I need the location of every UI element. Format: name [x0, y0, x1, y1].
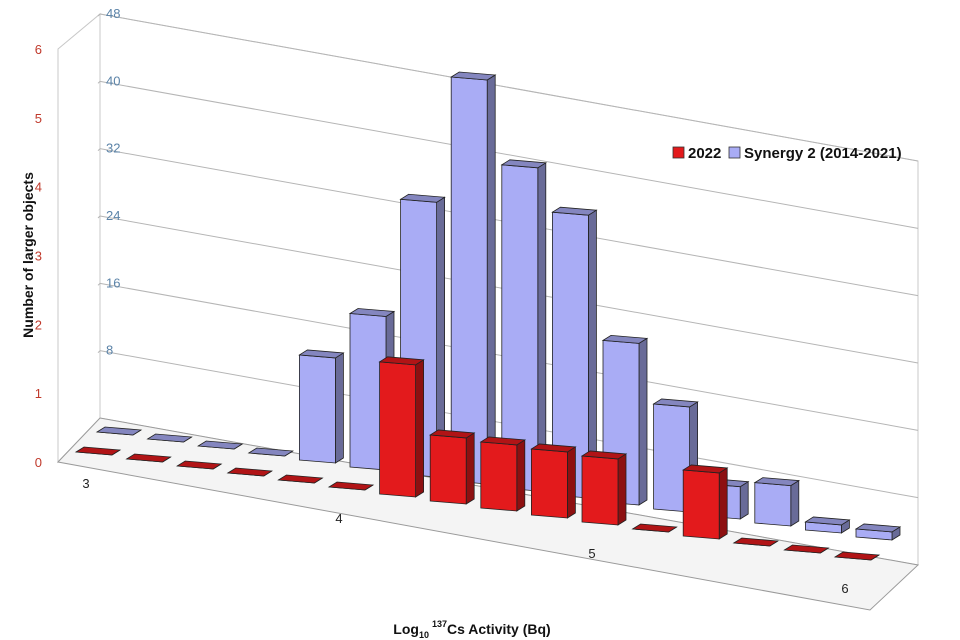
- bar-synergy: [298, 349, 345, 464]
- bar-synergy: [551, 206, 598, 499]
- back-axis-tick-label: 16: [106, 275, 120, 290]
- bar-synergy: [500, 159, 548, 492]
- back-axis-tick-label: 24: [106, 208, 120, 223]
- x-axis-tick-label: 3: [82, 476, 89, 491]
- left-axis-tick-label: 6: [35, 42, 42, 57]
- left-axis-tick-label: 0: [35, 455, 42, 470]
- bar-2022: [175, 460, 223, 470]
- side-gridline: [97, 282, 101, 286]
- bar-2022: [530, 443, 577, 519]
- bar-2022: [277, 474, 324, 484]
- legend-swatch-2022: [672, 146, 685, 159]
- bar-2022: [378, 356, 425, 498]
- bar-2022: [226, 467, 274, 477]
- bar-2022: [783, 544, 830, 554]
- legend-label-2022: 2022: [688, 145, 721, 162]
- bar-synergy: [247, 447, 295, 457]
- bar-2022: [631, 523, 678, 533]
- bar-synergy: [95, 426, 143, 436]
- chart-tick-labels: 8 16 24 32 40 48 0 1 2 3 4 5 6 3 4 5 6: [35, 6, 849, 596]
- side-gridline: [97, 80, 101, 84]
- bar-synergy: [804, 516, 851, 534]
- x-axis-title-main: Log: [393, 621, 419, 637]
- gridline: [99, 80, 919, 229]
- bar-2022: [681, 464, 729, 540]
- left-axis-tick-label: 1: [35, 386, 42, 401]
- legend-label-synergy: Synergy 2 (2014-2021): [744, 145, 902, 162]
- x-axis-title-rest: Cs Activity (Bq): [447, 621, 551, 637]
- side-gridline: [97, 148, 101, 152]
- x-axis-title: Log10137Cs Activity (Bq): [393, 619, 550, 640]
- bar-2022: [479, 436, 527, 512]
- y-axis-title: Number of larger objects: [20, 172, 36, 338]
- bar-synergy: [146, 433, 193, 443]
- x-axis-tick-label: 4: [335, 511, 342, 526]
- side-wall: [57, 12, 101, 464]
- bar-synergy: [854, 523, 902, 541]
- x-axis-title-sub: 10: [419, 630, 429, 640]
- chart-bars: [74, 71, 902, 561]
- back-axis-tick-label: 40: [106, 73, 120, 88]
- back-axis-tick-label: 32: [106, 141, 120, 156]
- back-axis-tick-label: 48: [106, 6, 120, 21]
- left-axis-tick-label: 4: [35, 180, 42, 195]
- x-axis-title-sup: 137: [432, 619, 447, 629]
- left-axis-tick-label: 3: [35, 249, 42, 264]
- legend: 2022 Synergy 2 (2014-2021): [672, 145, 902, 162]
- side-gridline: [97, 13, 101, 17]
- bar-2022: [327, 481, 375, 491]
- floor: [56, 417, 920, 611]
- bar-synergy: [449, 71, 497, 485]
- bar-synergy: [753, 477, 801, 527]
- side-gridline: [97, 215, 101, 219]
- bar-synergy: [196, 440, 244, 450]
- bar-2022: [125, 453, 172, 463]
- side-gridline: [97, 350, 101, 354]
- bar-2022: [732, 537, 780, 547]
- x-axis-tick-label: 6: [841, 581, 848, 596]
- bar-2022: [580, 450, 628, 526]
- bar-2022: [833, 551, 881, 561]
- legend-swatch-synergy: [728, 146, 741, 159]
- bar-2022: [428, 429, 476, 505]
- left-axis-tick-label: 5: [35, 111, 42, 126]
- back-axis-tick-label: 8: [106, 343, 113, 358]
- bar-2022: [74, 446, 122, 456]
- x-axis-tick-label: 5: [588, 546, 595, 561]
- gridline: [99, 13, 919, 162]
- left-axis-tick-label: 2: [35, 317, 42, 332]
